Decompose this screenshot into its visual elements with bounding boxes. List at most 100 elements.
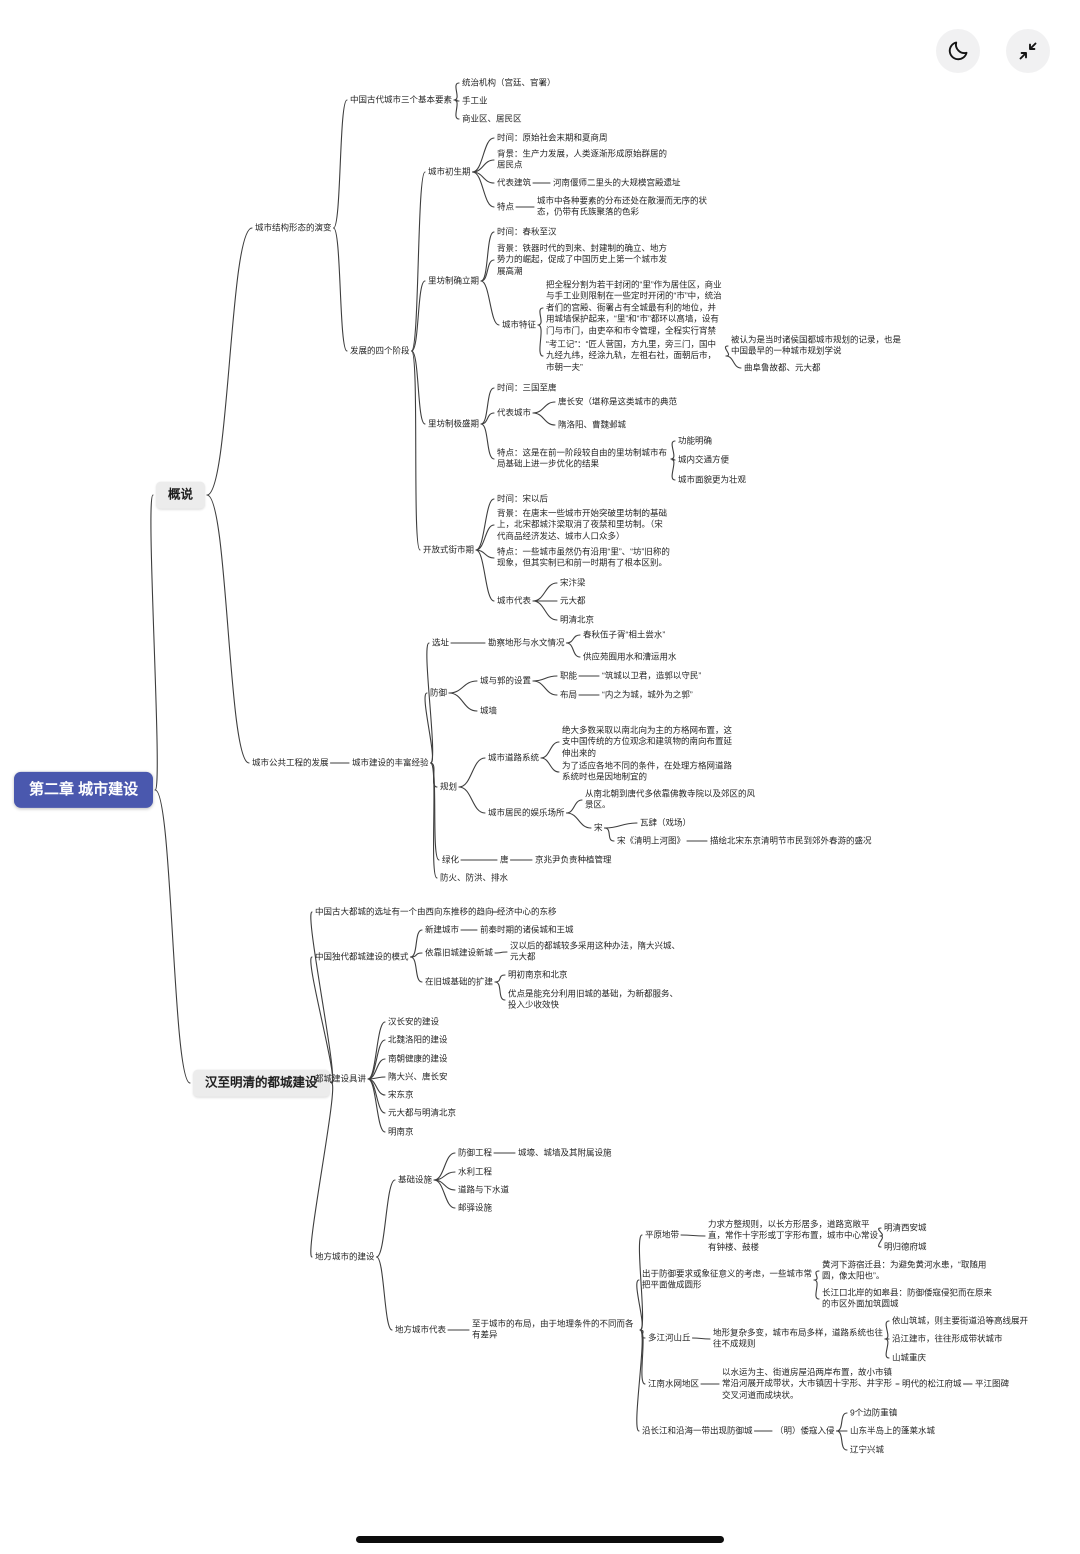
- node-three-elements[interactable]: 中国古代城市三个基本要素: [350, 94, 453, 105]
- node-water-net-detail[interactable]: 以水运为主、街道房屋沿两岸布置，故小市镇常沿河展开成带状，大市镇因十字形、井字形…: [722, 1366, 893, 1400]
- node-structure-evolution[interactable]: 城市结构形态的演变: [255, 222, 332, 233]
- node-stage-nascent[interactable]: 城市初生期: [428, 166, 471, 177]
- node-est-feature-detail[interactable]: 把全程分割为若干封闭的“里”作为居住区，商业与手工业则限制在一些定时开闭的“市”…: [546, 279, 722, 336]
- node-circle-city[interactable]: 出于防御要求或象征意义的考虑，一些城市常把平面做成圆形: [642, 1268, 813, 1290]
- node-cap3[interactable]: 南朝健康的建设: [388, 1053, 448, 1064]
- node-open-time[interactable]: 时间：宋以后: [497, 493, 549, 504]
- node-road-system-d2[interactable]: 为了适应各地不同的条件，在处理方格网道路系统时也是因地制宜的: [562, 760, 733, 782]
- node-peak-rep[interactable]: 代表城市: [497, 407, 532, 418]
- node-peak-rep-changan[interactable]: 唐长安（堪称是这类城市的典范: [558, 396, 678, 407]
- node-local-city[interactable]: 地方城市的建设: [315, 1251, 375, 1262]
- node-circle-rugao[interactable]: 长江口北岸的如皋县：防御倭寇侵犯而在原来的市区外面加筑圆城: [822, 1287, 993, 1309]
- node-open-rep3[interactable]: 明清北京: [560, 614, 595, 625]
- node-nascent-bg[interactable]: 背景：生产力发展，人类逐渐形成原始群居的居民点: [497, 148, 668, 170]
- node-coastal-1[interactable]: 9个边防重镇: [850, 1407, 898, 1418]
- node-kaogongji-cases[interactable]: 曲阜鲁故都、元大都: [744, 362, 821, 373]
- node-hills-2[interactable]: 沿江建市，往往形成带状城市: [892, 1333, 1003, 1344]
- node-local-rep[interactable]: 地方城市代表: [395, 1324, 447, 1335]
- node-greening[interactable]: 绿化: [442, 854, 460, 865]
- node-city-wall[interactable]: 城墙: [480, 705, 498, 716]
- node-hills-1[interactable]: 依山筑城，则主要街道沿等高线展开: [892, 1315, 1029, 1326]
- node-mode-rely-detail[interactable]: 汉以后的都城较多采用这种办法，隋大兴城、元大都: [510, 940, 681, 962]
- dark-mode-button[interactable]: [936, 29, 980, 73]
- node-four-stages[interactable]: 发展的四个阶段: [350, 345, 410, 356]
- node-survey1[interactable]: 春秋伍子胥“相土尝水”: [583, 629, 666, 640]
- node-kaogongji-note[interactable]: 被认为是当时诸侯国都城市规划的记录，也是中国最早的一种城市规划学说: [731, 334, 902, 356]
- node-road-system[interactable]: 城市道路系统: [488, 752, 540, 763]
- node-local-note[interactable]: 至于城市的布局，由于地理条件的不同而各有差异: [472, 1318, 634, 1340]
- node-fire-flood[interactable]: 防火、防洪、排水: [440, 872, 509, 883]
- node-peak-f1[interactable]: 功能明确: [678, 435, 713, 446]
- node-water-net[interactable]: 江南水网地区: [648, 1378, 700, 1389]
- node-root-title[interactable]: 第二章 城市建设: [14, 771, 154, 809]
- node-coastal-2[interactable]: 山东半岛上的蓬莱水城: [850, 1425, 936, 1436]
- node-cap1[interactable]: 汉长安的建设: [388, 1016, 440, 1027]
- node-econ-shift[interactable]: 经济中心的东移: [497, 906, 557, 917]
- node-nascent-time[interactable]: 时间：原始社会末期和夏商周: [497, 132, 608, 143]
- node-nascent-rep[interactable]: 代表建筑: [497, 177, 532, 188]
- node-open-rep1[interactable]: 宋汴梁: [560, 577, 586, 588]
- node-plains-xian[interactable]: 明清西安城: [884, 1222, 927, 1233]
- node-rich-exp[interactable]: 城市建设的丰富经验: [352, 757, 429, 768]
- node-elem-commercial[interactable]: 商业区、居民区: [462, 113, 522, 124]
- node-hills[interactable]: 多江河山丘: [648, 1332, 691, 1343]
- node-nascent-feat-detail[interactable]: 城市中各种要素的分布还处在散漫而无序的状态，仍带有氏族聚落的色彩: [537, 195, 708, 217]
- node-cap7[interactable]: 明南京: [388, 1126, 414, 1137]
- node-infra-post[interactable]: 邮驿设施: [458, 1202, 493, 1213]
- node-infra-def-detail[interactable]: 城壕、城墙及其附属设施: [518, 1147, 612, 1158]
- node-open-feat[interactable]: 特点：一些城市虽然仍有沿用“里”、“坊”旧称的现象，但其实制已和前一时期有了根本…: [497, 546, 670, 568]
- node-peak-feat[interactable]: 特点：这是在前一阶段较自由的里坊制城市布局基础上进一步优化的结果: [497, 447, 668, 469]
- node-peak-f3[interactable]: 城市面貌更为壮观: [678, 474, 747, 485]
- node-nascent-rep-detail[interactable]: 河南偃师二里头的大规模宫殿遗址: [553, 177, 681, 188]
- node-est-feature[interactable]: 城市特征: [502, 319, 537, 330]
- node-planning[interactable]: 规划: [440, 781, 458, 792]
- node-peak-time[interactable]: 时间：三国至唐: [497, 382, 557, 393]
- node-ent-qingming[interactable]: 宋《清明上河图》: [617, 835, 686, 846]
- node-mode-expand[interactable]: 在旧城基础的扩建: [425, 976, 494, 987]
- node-ent-early[interactable]: 从南北朝到唐代多依靠佛教寺院以及郊区的风景区。: [585, 788, 756, 810]
- node-mode-new-detail[interactable]: 前秦时期的诸侯城和王城: [480, 924, 574, 935]
- node-cg-layout-detail[interactable]: “内之为城，城外为之郭”: [602, 689, 693, 700]
- node-open-bg[interactable]: 背景：在唐末一些城市开始突破里坊制的基础上，北宋都城汴梁取消了夜禁和里坊制。（宋…: [497, 507, 668, 541]
- node-est-time[interactable]: 时间：春秋至汉: [497, 226, 557, 237]
- node-cap5[interactable]: 宋东京: [388, 1089, 414, 1100]
- node-coastal-wokou[interactable]: （明）倭寇入侵: [775, 1425, 835, 1436]
- node-peak-f2[interactable]: 城内交通方便: [678, 454, 730, 465]
- node-plains[interactable]: 平原地带: [645, 1229, 680, 1240]
- node-ent-washi[interactable]: 瓦肆（戏场）: [640, 817, 692, 828]
- node-stage-open[interactable]: 开放式街市期: [423, 544, 475, 555]
- node-survey2[interactable]: 供应苑囿用水和漕运用水: [583, 651, 677, 662]
- node-elem-ruling[interactable]: 统治机构（宫廷、官署）: [462, 77, 556, 88]
- node-cg-layout[interactable]: 布局: [560, 689, 578, 700]
- node-ent-song[interactable]: 宋: [594, 822, 603, 833]
- node-nascent-feat[interactable]: 特点: [497, 201, 515, 212]
- node-est-bg[interactable]: 背景：铁器时代的到来、封建制的确立、地方势力的崛起，促成了中国历史上第一个城市发…: [497, 242, 668, 276]
- node-survey[interactable]: 勘察地形与水文情况: [488, 637, 565, 648]
- node-green-tang[interactable]: 唐: [500, 854, 509, 865]
- node-hills-3[interactable]: 山城重庆: [892, 1352, 927, 1363]
- node-water-songjiang[interactable]: 明代的松江府城: [902, 1378, 962, 1389]
- node-hills-detail[interactable]: 地形复杂多变，城市布局多样，道路系统也往往不成规则: [713, 1327, 884, 1349]
- home-indicator[interactable]: [356, 1536, 724, 1543]
- node-site-selection[interactable]: 选址: [432, 637, 450, 648]
- node-road-system-d1[interactable]: 绝大多数采取以南北向为主的方格网布置，这支中国传统的方位观念和建筑物的南向布置延…: [562, 724, 733, 758]
- node-capital-modes[interactable]: 中国独代都城建设的模式: [315, 951, 409, 962]
- node-han-ming-capitals[interactable]: 汉至明清的都城建设: [193, 1069, 330, 1097]
- node-defense[interactable]: 防御: [430, 687, 448, 698]
- node-mode-rely[interactable]: 依靠旧城建设新城: [425, 947, 494, 958]
- node-overview[interactable]: 概说: [156, 481, 206, 509]
- node-cg-role-detail[interactable]: “筑城以卫君，造郭以守民”: [602, 670, 702, 681]
- node-mode-expand-d1[interactable]: 明初南京和北京: [508, 969, 568, 980]
- node-mode-new[interactable]: 新建城市: [425, 924, 460, 935]
- node-infrastructure[interactable]: 基础设施: [398, 1174, 433, 1185]
- node-site-shift[interactable]: 中国古大都城的选址有一个由西向东推移的趋向: [315, 906, 494, 917]
- node-cap6[interactable]: 元大都与明清北京: [388, 1107, 457, 1118]
- node-open-rep[interactable]: 城市代表: [497, 595, 532, 606]
- node-coastal[interactable]: 沿长江和沿海一带出现防御城: [642, 1425, 753, 1436]
- node-entertainment[interactable]: 城市居民的娱乐场所: [488, 807, 565, 818]
- node-stage-lifang-est[interactable]: 里坊制确立期: [428, 275, 480, 286]
- node-open-rep2[interactable]: 元大都: [560, 595, 586, 606]
- node-peak-rep-luoyang[interactable]: 隋洛阳、曹魏邺城: [558, 419, 627, 430]
- node-plains-detail[interactable]: 力求方整规则，以长方形居多，道路宽敞平直，常作十字形或丁字形布置，城市中心常设有…: [708, 1218, 879, 1252]
